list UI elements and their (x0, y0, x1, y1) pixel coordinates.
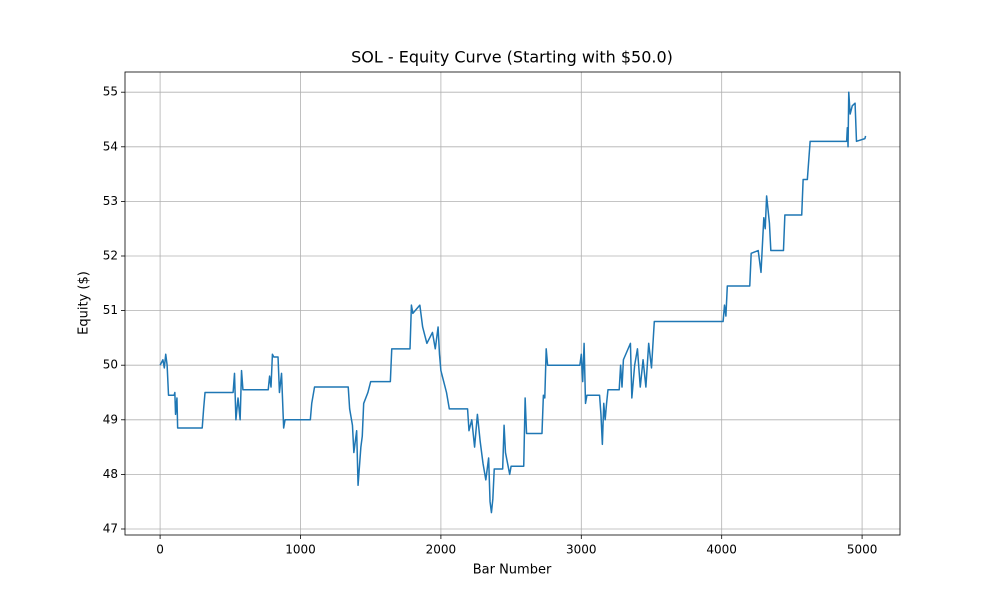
x-tick-label: 1000 (285, 543, 316, 557)
y-tick-label: 51 (103, 303, 118, 317)
y-tick-label: 49 (103, 412, 118, 426)
x-axis-label: Bar Number (473, 563, 552, 578)
equity-line (159, 91, 867, 514)
x-tick-label: 3000 (566, 543, 597, 557)
x-tick-label: 2000 (426, 543, 457, 557)
y-tick-label: 52 (103, 248, 118, 262)
x-tick-label: 4000 (706, 543, 737, 557)
y-tick-label: 48 (103, 467, 118, 481)
y-tick-label: 47 (103, 521, 118, 535)
plot-frame (124, 71, 901, 536)
y-tick-label: 54 (103, 139, 118, 153)
chart-title: SOL - Equity Curve (Starting with $50.0) (351, 48, 673, 67)
x-tick-label: 0 (156, 543, 164, 557)
y-tick-label: 55 (103, 85, 118, 99)
y-tick-label: 50 (103, 358, 118, 372)
y-axis-label: Equity ($) (77, 271, 92, 335)
y-tick-label: 53 (103, 194, 118, 208)
x-tick-label: 5000 (847, 543, 878, 557)
